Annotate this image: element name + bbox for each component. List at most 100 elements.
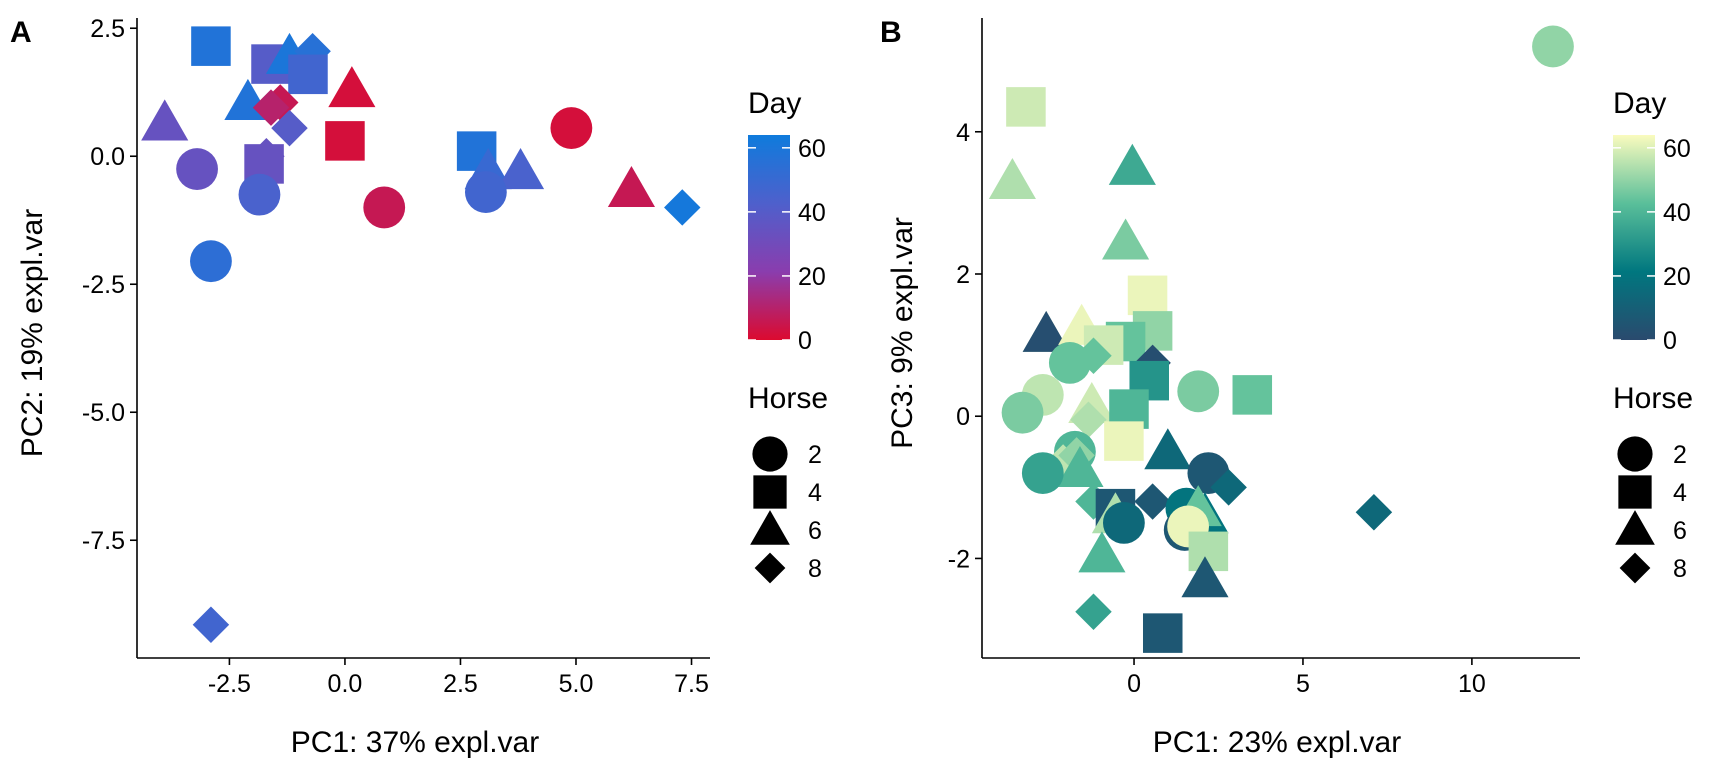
panel-b-colorbar-tick-label: 60 — [1663, 135, 1691, 163]
panel-b-point — [1355, 493, 1393, 531]
panel-a-point — [464, 171, 507, 213]
panel-b-horse-legend-entries: 2 4 6 8 — [1615, 436, 1687, 584]
panel-a-legend-label: 6 — [808, 517, 822, 545]
panel-a-legend-square-icon — [753, 475, 787, 509]
panel-b-point — [1102, 218, 1150, 260]
panel-a-colorbar-tick-label: 20 — [798, 263, 826, 291]
panel-b-point — [1532, 25, 1574, 68]
panel-a-colorbar-gradient — [748, 135, 790, 340]
panel-a: A -2.5 0.0 2.5 5.0 7.5 2.5 0.0 -2.5 -5.0 -7.5 PC1… — [10, 15, 828, 759]
panel-b-day-colorbar: Day 60 40 20 0 — [1613, 87, 1691, 355]
panel-b-colorbar-tick-label: 40 — [1663, 199, 1691, 227]
panel-b-point — [1075, 593, 1112, 631]
panel-a-day-legend-title: Day — [748, 87, 801, 120]
panel-b-x-tick-label: 10 — [1458, 670, 1486, 698]
panel-a-x-tick-label: 2.5 — [443, 670, 478, 698]
panel-a-colorbar-tick-label: 0 — [798, 327, 812, 355]
panel-b-point — [1127, 275, 1168, 316]
panel-a-point — [141, 99, 189, 141]
panel-b-legend-circle-icon — [1617, 436, 1653, 472]
panel-b-tag: B — [880, 16, 902, 49]
panel-a-x-tick-label: 5.0 — [559, 670, 594, 698]
panel-a-y-tick-label: -5.0 — [82, 399, 125, 427]
panel-b-point — [1134, 483, 1171, 520]
panel-a-x-tick-label: -2.5 — [208, 670, 251, 698]
panel-a-y-tick-label: -7.5 — [82, 527, 125, 555]
panel-b-point — [1022, 310, 1070, 352]
panel-a-point — [176, 148, 218, 190]
panel-a-point — [664, 189, 701, 226]
panel-b-colorbar-gradient — [1613, 135, 1655, 340]
panel-a-x-tick-label: 0.0 — [328, 670, 363, 698]
panel-b-point — [1056, 445, 1104, 488]
panel-a-x-tick-label: 7.5 — [674, 670, 709, 698]
panel-b-colorbar-tick-label: 0 — [1663, 327, 1677, 355]
panel-a-legend-triangle-icon — [750, 510, 790, 545]
panel-b-legend-square-icon — [1618, 475, 1652, 509]
panel-a-points — [141, 26, 701, 643]
panel-b-point — [1232, 375, 1273, 415]
panel-b-legend-label: 4 — [1673, 479, 1687, 507]
panel-b-point — [1108, 143, 1156, 185]
panel-b-axes: 0 5 10 4 2 0 -2 — [948, 18, 1580, 698]
panel-b-point — [1177, 370, 1220, 413]
panel-b-point — [988, 157, 1036, 200]
panel-b-y-axis-title: PC3: 9% expl.var — [886, 217, 919, 449]
panel-b-y-tick-label: 2 — [956, 261, 970, 289]
panel-b-y-tick-label: 0 — [956, 403, 970, 431]
panel-b-point — [1006, 87, 1046, 127]
panel-b-legend-triangle-icon — [1615, 510, 1655, 545]
panel-a-legend-circle-icon — [752, 436, 788, 472]
panel-b-point — [1078, 531, 1126, 573]
panel-b-day-legend-title: Day — [1613, 87, 1666, 120]
panel-b-legend-diamond-icon — [1619, 552, 1651, 584]
panel-b-colorbar-tick-label: 20 — [1663, 263, 1691, 291]
panel-a-colorbar-ticks: 60 40 20 0 — [748, 135, 826, 355]
panel-b-y-tick-label: -2 — [948, 545, 970, 573]
panel-b-horse-legend: Horse 2 4 6 8 — [1613, 382, 1693, 584]
panel-a-point — [496, 148, 545, 190]
panel-a-day-colorbar: Day 60 40 20 0 — [748, 87, 826, 355]
panel-b-x-tick-label: 5 — [1296, 670, 1310, 698]
panel-a-legend-label: 2 — [808, 441, 822, 469]
panel-a-legend-label: 4 — [808, 479, 822, 507]
panel-b-point — [1001, 391, 1044, 434]
panel-a-point — [191, 26, 231, 66]
panel-a-y-tick-label: 2.5 — [90, 15, 125, 43]
panel-a-x-axis-title: PC1: 37% expl.var — [291, 726, 539, 759]
panel-a-colorbar-tick-label: 60 — [798, 135, 826, 163]
panel-a-point — [328, 66, 376, 108]
panel-a-point — [325, 121, 365, 161]
panel-b-point — [1210, 469, 1247, 506]
panel-b-horse-legend-title: Horse — [1613, 382, 1693, 415]
panel-b-x-axis-title: PC1: 23% expl.var — [1153, 726, 1401, 759]
panel-b-colorbar-ticks: 60 40 20 0 — [1613, 135, 1691, 355]
panel-b-y-tick-label: 4 — [956, 119, 970, 147]
panel-a-point — [192, 606, 230, 643]
panel-a-axes: -2.5 0.0 2.5 5.0 7.5 2.5 0.0 -2.5 -5.0 -7.5 — [82, 15, 710, 698]
panel-b-point — [1104, 421, 1144, 461]
panel-a-point — [271, 109, 308, 147]
panel-b-points — [988, 25, 1574, 653]
panel-b-point — [1021, 452, 1064, 495]
panel-b-point — [1181, 556, 1229, 598]
panel-a-point — [288, 54, 328, 95]
panel-a-horse-legend-title: Horse — [748, 382, 828, 415]
panel-a-legend-diamond-icon — [754, 552, 786, 584]
panel-b-point — [1102, 501, 1145, 544]
panel-a-point — [607, 165, 656, 207]
panel-b-point — [1142, 613, 1183, 653]
panel-b-legend-label: 8 — [1673, 555, 1687, 583]
panel-a-point — [252, 89, 290, 126]
panel-b-legend-label: 2 — [1673, 441, 1687, 469]
panel-b-x-tick-label: 0 — [1127, 670, 1141, 698]
panel-a-y-axis-title: PC2: 19% expl.var — [16, 209, 49, 457]
panel-b-point — [1075, 337, 1112, 375]
panel-a-point — [363, 186, 406, 229]
panel-b-point — [1144, 428, 1192, 470]
panel-a-point — [190, 240, 232, 283]
panel-a-colorbar-tick-label: 40 — [798, 199, 826, 227]
panel-a-horse-legend: Horse 2 4 6 8 — [748, 382, 828, 584]
